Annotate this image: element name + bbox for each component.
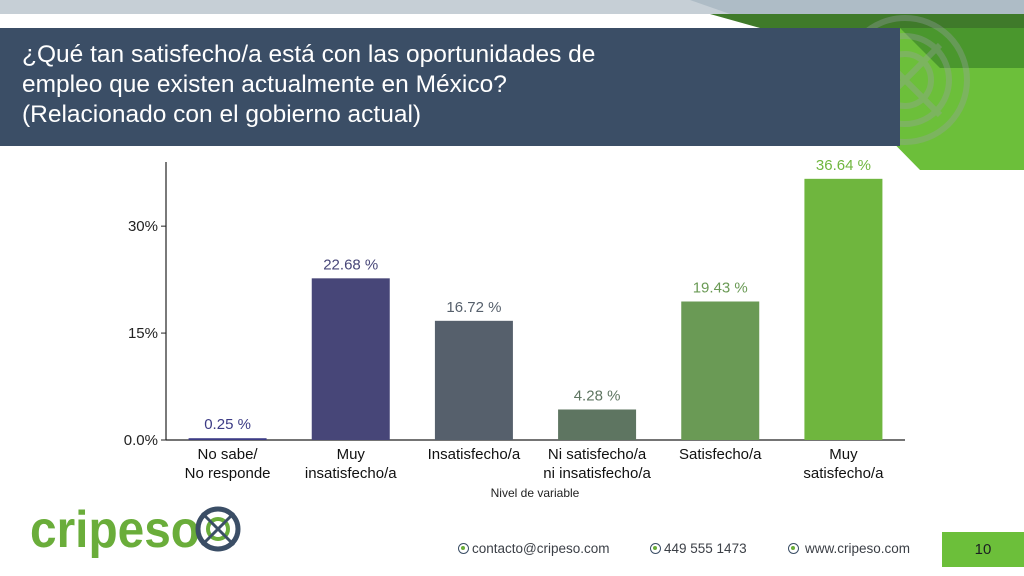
- header-band: [0, 28, 900, 146]
- bar: [558, 409, 637, 440]
- y-tick-label: 15%: [128, 325, 158, 342]
- x-tick-label: No sabe/: [198, 446, 259, 463]
- contact-website[interactable]: www.cripeso.com: [788, 541, 910, 556]
- title-line-1: ¿Qué tan satisfecho/a está con las oport…: [22, 41, 596, 68]
- phone-icon: [650, 543, 661, 554]
- x-tick-label: Insatisfecho/a: [428, 446, 521, 463]
- value-label: 22.68 %: [323, 256, 378, 273]
- x-tick-label: insatisfecho/a: [305, 465, 397, 482]
- contact-email-text: contacto@cripeso.com: [472, 541, 610, 556]
- page-number-text: 10: [974, 541, 992, 558]
- logo-compass-icon: [195, 506, 241, 552]
- bar: [188, 438, 267, 440]
- contact-phone[interactable]: 449 555 1473: [650, 541, 747, 556]
- footer-contacts: contacto@cripeso.com 449 555 1473 www.cr…: [458, 541, 938, 561]
- value-label: 0.25 %: [204, 416, 251, 433]
- contact-website-text: www.cripeso.com: [805, 541, 911, 556]
- logo-text: cripeso: [30, 501, 200, 559]
- contact-email[interactable]: contacto@cripeso.com: [458, 541, 610, 556]
- value-label: 19.43 %: [693, 279, 748, 296]
- x-tick-labels: No sabe/No responde Muy insatisfecho/a Insa…: [185, 446, 884, 482]
- dark-green-band: [900, 28, 1024, 68]
- y-axis: 0.0% 15% 30%: [124, 162, 905, 449]
- value-label: 36.64 %: [816, 157, 871, 174]
- y-tick-label: 30%: [128, 218, 158, 235]
- dark-green-stripe: [710, 14, 1024, 28]
- page-number: 10: [942, 532, 1024, 567]
- title-line-2: empleo que existen actualmente en México…: [22, 71, 507, 98]
- bar: [311, 278, 390, 440]
- title-line-3: (Relacionado con el gobierno actual): [22, 101, 422, 128]
- bar: [434, 320, 513, 440]
- cripeso-logo: cripeso: [30, 501, 241, 559]
- x-tick-label: ni insatisfecho/a: [543, 465, 651, 482]
- slide-title: ¿Qué tan satisfecho/a está con las oport…: [22, 40, 742, 130]
- x-axis-title: Nivel de variable: [491, 486, 580, 500]
- bars: [188, 178, 883, 440]
- x-tick-label: Satisfecho/a: [679, 446, 762, 463]
- web-icon: [788, 543, 799, 554]
- x-tick-label: Muy: [337, 446, 366, 463]
- x-tick-label: Muy: [829, 446, 858, 463]
- x-tick-label: No responde: [185, 465, 271, 482]
- top-stripe-accent: [690, 0, 1024, 14]
- contact-phone-text: 449 555 1473: [664, 541, 747, 556]
- x-tick-label: Ni satisfecho/a: [548, 446, 647, 463]
- value-labels: 0.25 % 22.68 % 16.72 % 4.28 % 19.43 % 36.64 %: [204, 157, 871, 433]
- bar: [804, 178, 883, 440]
- y-tick-label: 0.0%: [124, 432, 158, 449]
- value-label: 4.28 %: [574, 387, 621, 404]
- value-label: 16.72 %: [446, 299, 501, 316]
- x-tick-label: satisfecho/a: [803, 465, 884, 482]
- bar: [681, 301, 760, 440]
- email-icon: [458, 543, 469, 554]
